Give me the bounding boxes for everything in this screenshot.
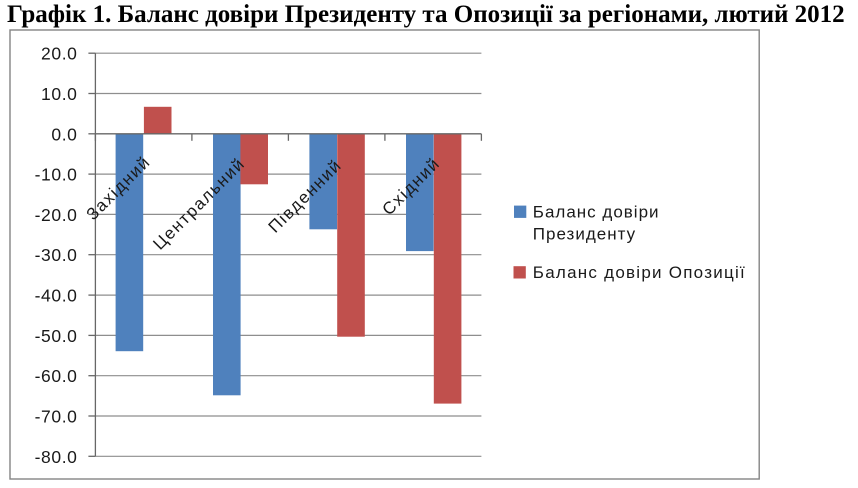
svg-text:-30.0: -30.0 — [35, 245, 78, 265]
svg-text:10.0: 10.0 — [41, 84, 77, 104]
svg-text:-40.0: -40.0 — [35, 286, 78, 306]
svg-text:20.0: 20.0 — [41, 44, 77, 64]
svg-text:-70.0: -70.0 — [35, 406, 78, 426]
svg-text:-80.0: -80.0 — [35, 447, 78, 467]
svg-text:Баланс довіри Опозиції: Баланс довіри Опозиції — [533, 263, 746, 282]
svg-text:-60.0: -60.0 — [35, 366, 78, 386]
svg-text:0.0: 0.0 — [51, 124, 77, 144]
svg-text:Баланс довіри: Баланс довіри — [533, 202, 660, 221]
svg-text:Графік 1. Баланс довіри Презид: Графік 1. Баланс довіри Президенту та Оп… — [7, 1, 845, 28]
svg-text:Президенту: Президенту — [533, 225, 636, 244]
svg-text:-20.0: -20.0 — [35, 205, 78, 225]
svg-text:-10.0: -10.0 — [35, 165, 78, 185]
svg-text:-50.0: -50.0 — [35, 326, 78, 346]
